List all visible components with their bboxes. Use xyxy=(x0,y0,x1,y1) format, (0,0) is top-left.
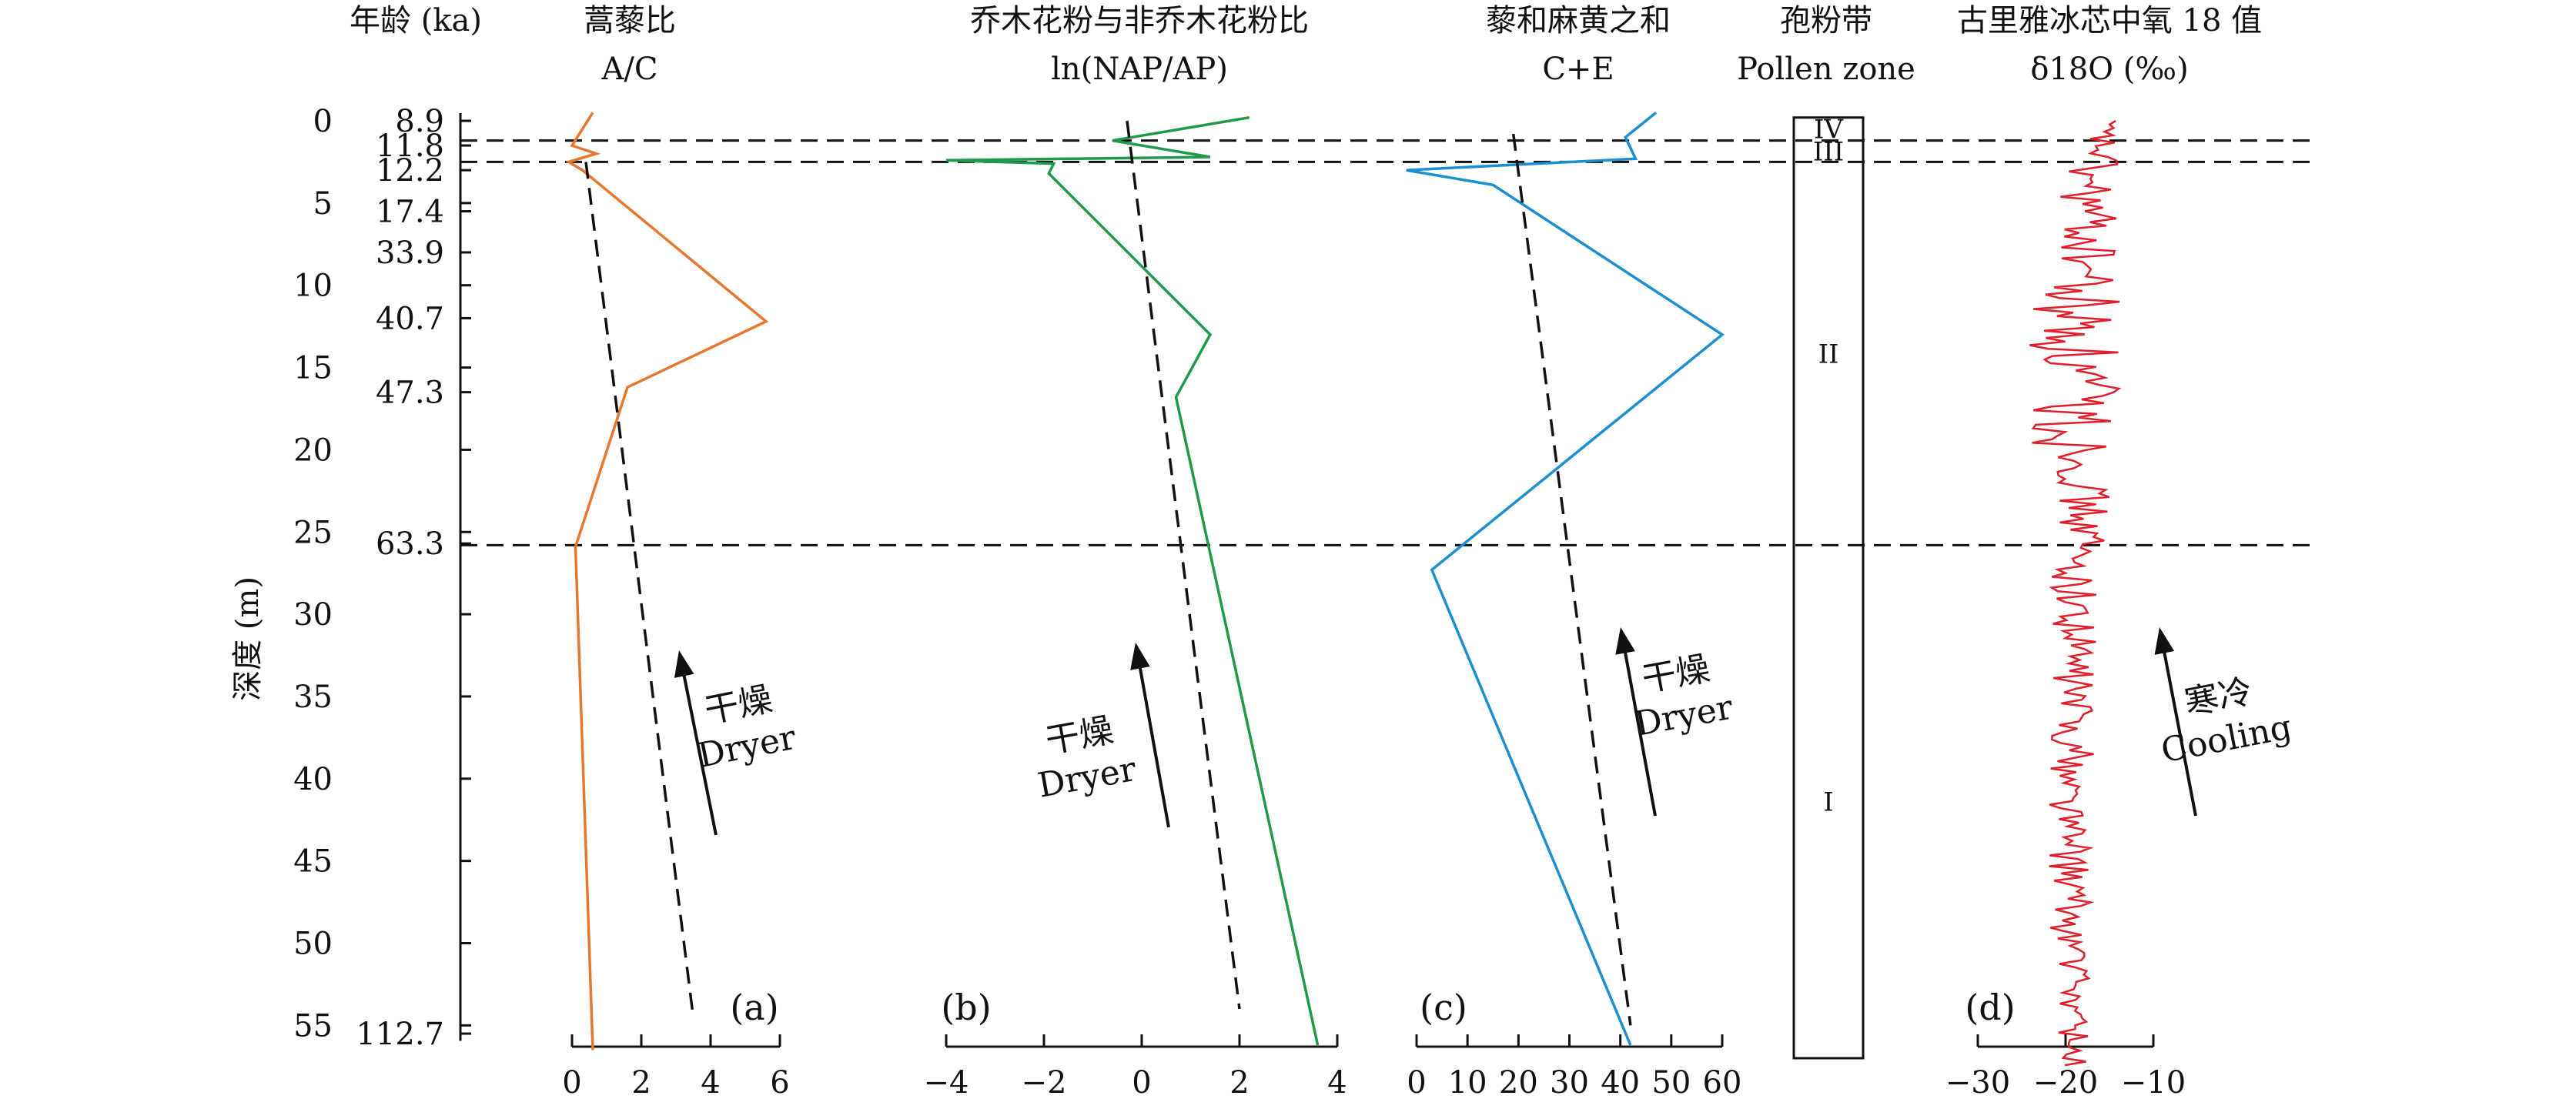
panel-b-title-cn: 乔木花粉与非乔木花粉比 xyxy=(970,3,1309,38)
panel-b-title-en: ln(NAP/AP) xyxy=(1051,52,1228,87)
panel-a-x-tick-label: 2 xyxy=(631,1065,651,1101)
pollen-zone-label: I xyxy=(1823,787,1833,818)
panel-c-title-en: C+E xyxy=(1542,52,1614,87)
panel-a-arrow-head xyxy=(674,650,694,678)
age-axis-title: 年龄 (ka) xyxy=(350,3,482,38)
pollen-zone-label: IV xyxy=(1814,115,1844,145)
panel-d-title-en: δ18O (‰) xyxy=(2030,52,2188,87)
panel-a-arrow-shaft xyxy=(679,657,718,836)
panel-c-x-tick-label: 20 xyxy=(1499,1065,1538,1101)
panel-b-arrow-shaft xyxy=(1135,650,1170,828)
pollen-zone-column xyxy=(1792,116,1865,1060)
panel-b-x-tick-label: −2 xyxy=(1022,1065,1067,1101)
panel-c-x-tick-label: 40 xyxy=(1601,1065,1640,1101)
panel-d-arrow-label-en: Cooling xyxy=(2158,707,2295,770)
depth-tick-label: 40 xyxy=(293,762,333,797)
depth-tick-label: 0 xyxy=(313,104,333,139)
panel-d-x-tick-label: −10 xyxy=(2121,1065,2186,1101)
panel-d-arrow-head xyxy=(2154,627,2175,655)
age-tick-label: 112.7 xyxy=(356,1017,444,1052)
panel-b-trend-line xyxy=(1126,120,1241,1010)
panel-b-tag: (b) xyxy=(941,987,991,1028)
panel-b-series-line xyxy=(945,115,1320,1046)
age-tick-label: 40.7 xyxy=(376,301,444,336)
depth-tick-label: 15 xyxy=(293,351,333,386)
panel-d-series-line xyxy=(2029,119,2122,1067)
titles: 年龄 (ka) 蒿藜比 A/C 乔木花粉与非乔木花粉比 ln(NAP/AP) 藜… xyxy=(350,3,2262,87)
panel-c-x-tick-label: 30 xyxy=(1550,1065,1589,1101)
panel-a-trend-line xyxy=(584,162,695,1017)
panel-a-x-tick-label: 0 xyxy=(562,1065,581,1101)
panel-b-x-tick-label: 4 xyxy=(1327,1065,1347,1101)
panel-b-x-tick-label: 2 xyxy=(1229,1065,1249,1101)
panel-b-arrow-head xyxy=(1130,643,1150,670)
panel-b-x-tick-label: 0 xyxy=(1132,1065,1151,1101)
depth-tick-label: 25 xyxy=(293,515,333,550)
age-tick-label: 11.8 xyxy=(376,129,444,164)
pollen-zone-label: III xyxy=(1813,137,1844,168)
panel-c-x-tick-label: 60 xyxy=(1703,1065,1742,1101)
panel-c-tag: (c) xyxy=(1420,987,1467,1028)
panel-c-title-cn: 藜和麻黄之和 xyxy=(1486,3,1671,38)
age-tick-label: 8.9 xyxy=(395,104,444,139)
panel-a-title-cn: 蒿藜比 xyxy=(584,3,676,38)
panel-d-arrow-shaft xyxy=(2159,634,2197,817)
panel-d-title-cn: 古里雅冰芯中氧 18 值 xyxy=(1957,3,2262,38)
depth-axis-title: 深度 (m) xyxy=(230,576,266,701)
panel-d-x-tick-label: −20 xyxy=(2033,1065,2098,1101)
pollen-zone-label: II xyxy=(1818,339,1839,369)
depth-tick-label: 50 xyxy=(293,927,333,962)
panel-a-x-tick-label: 6 xyxy=(770,1065,789,1101)
depth-tick-label: 45 xyxy=(293,844,333,880)
panel-b-x-tick-label: −4 xyxy=(924,1065,969,1101)
panel-c-x-tick-label: 50 xyxy=(1651,1065,1691,1101)
panel-d-tag: (d) xyxy=(1965,987,2015,1028)
panel-c-arrow-shaft xyxy=(1620,634,1657,817)
panel-c-x-tick-label: 0 xyxy=(1407,1065,1426,1101)
age-tick-label: 47.3 xyxy=(376,376,444,411)
depth-tick-label: 35 xyxy=(293,680,333,715)
depth-tick-label: 10 xyxy=(293,269,333,304)
panel-a-tag: (a) xyxy=(730,987,778,1028)
panel-d-x-tick-label: −30 xyxy=(1945,1065,2010,1101)
panel-a-x-tick-label: 4 xyxy=(701,1065,720,1101)
depth-tick-label: 20 xyxy=(293,433,333,468)
depth-tick-label: 30 xyxy=(293,597,333,633)
panel-a-title-en: A/C xyxy=(601,52,658,87)
panel-c-series-line xyxy=(1406,111,1725,1046)
plot-area: 05101520253035404550558.911.812.217.433.… xyxy=(293,104,2317,1101)
age-tick-label: 33.9 xyxy=(376,235,444,271)
pollen-zone-title-cn: 孢粉带 xyxy=(1780,3,1872,38)
age-tick-label: 17.4 xyxy=(376,195,444,230)
panel-c-arrow-head xyxy=(1615,627,1635,655)
age-tick-label: 12.2 xyxy=(376,153,444,189)
pollen-zone-title-en: Pollen zone xyxy=(1737,52,1915,87)
panel-c-x-tick-label: 10 xyxy=(1448,1065,1487,1101)
panel-c-trend-line xyxy=(1511,133,1632,1026)
depth-tick-label: 55 xyxy=(293,1008,333,1044)
depth-tick-label: 5 xyxy=(313,186,333,222)
age-tick-label: 63.3 xyxy=(376,526,444,562)
